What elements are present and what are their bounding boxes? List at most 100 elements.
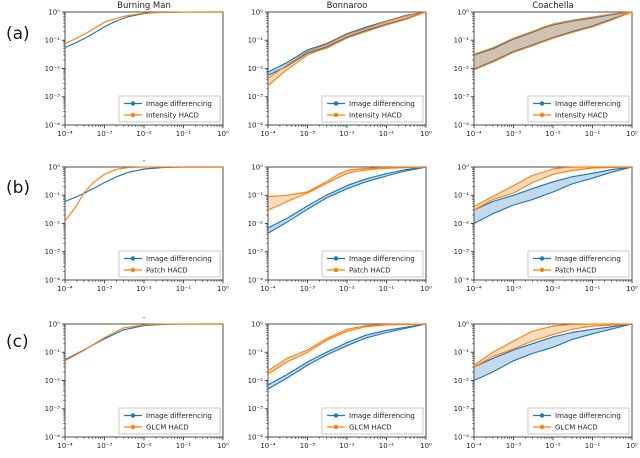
svg-text:10⁻²: 10⁻² xyxy=(248,65,264,73)
subplot-a-coachella: 10⁻⁴ 10⁻⁴ 10⁻³ 10⁻³ 10⁻² 10⁻² 10⁻¹ 10⁻¹ 10⁰ 10⁰ Co… xyxy=(436,0,640,152)
svg-text:10⁰: 10⁰ xyxy=(217,130,229,138)
svg-text:10⁰: 10⁰ xyxy=(626,442,638,450)
row-label-c: (c) xyxy=(6,332,29,352)
curve-glcm-hacd xyxy=(473,323,633,368)
subplot-title: - xyxy=(143,314,146,322)
legend: Image differencing Patch HACD xyxy=(118,250,221,278)
svg-text:10⁻³: 10⁻³ xyxy=(45,248,61,256)
axis-ticks xyxy=(264,166,427,284)
svg-text:10⁻¹: 10⁻¹ xyxy=(45,37,61,45)
legend-marker-glcm-hacd xyxy=(130,424,136,430)
svg-text:10⁰: 10⁰ xyxy=(626,130,638,138)
svg-text:10⁻³: 10⁻³ xyxy=(300,130,316,138)
legend-label: Image differencing xyxy=(349,255,415,263)
svg-text:10⁰: 10⁰ xyxy=(457,163,469,171)
svg-text:10⁻³: 10⁻³ xyxy=(454,93,470,101)
svg-text:10⁻²: 10⁻² xyxy=(45,220,61,228)
svg-text:10⁰: 10⁰ xyxy=(251,163,263,171)
legend-marker-patch-hacd xyxy=(539,267,545,273)
legend-marker-glcm-hacd xyxy=(539,424,545,430)
svg-text:10⁻¹: 10⁻¹ xyxy=(176,130,192,138)
curve-image-differencing xyxy=(473,166,633,225)
legend-marker-image-differencing xyxy=(539,256,545,261)
svg-text:10⁰: 10⁰ xyxy=(457,8,469,16)
subplot-a-bonnaroo: 10⁻⁴ 10⁻⁴ 10⁻³ 10⁻³ 10⁻² 10⁻² 10⁻¹ 10⁻¹ 10⁰ 10⁰ Bo… xyxy=(230,0,436,152)
legend-marker-image-differencing xyxy=(333,413,339,418)
legend-marker-image-differencing xyxy=(539,413,545,418)
svg-text:10⁻³: 10⁻³ xyxy=(506,285,522,293)
svg-text:10⁰: 10⁰ xyxy=(420,130,432,138)
svg-text:10⁻²: 10⁻² xyxy=(45,377,61,385)
subplot-b-burning-man: 10⁻⁴ 10⁻⁴ 10⁻³ 10⁻³ 10⁻² 10⁻² 10⁻¹ 10⁻¹ 10⁰ 10⁰ - I… xyxy=(27,155,233,307)
svg-text:10⁻⁴: 10⁻⁴ xyxy=(260,442,276,450)
subplot-c-bonnaroo: 10⁻⁴ 10⁻⁴ 10⁻³ 10⁻³ 10⁻² 10⁻² 10⁻¹ 10⁻¹ 10⁰ 10⁰ Im… xyxy=(230,312,436,458)
svg-text:10⁻⁴: 10⁻⁴ xyxy=(260,130,276,138)
curve-intensity-hacd xyxy=(64,11,224,45)
legend-label: Image differencing xyxy=(146,100,212,108)
subplot-b-bonnaroo: 10⁻⁴ 10⁻⁴ 10⁻³ 10⁻³ 10⁻² 10⁻² 10⁻¹ 10⁻¹ 10⁰ 10⁰ Im… xyxy=(230,155,436,307)
curve-intensity-hacd xyxy=(473,11,633,71)
svg-text:10⁰: 10⁰ xyxy=(48,8,60,16)
subplot-canvas-c-burning-man: 10⁻⁴10⁻⁴ 10⁻³ 10⁻³ 10⁻² 10⁻² 10⁻¹ 10⁻¹ 10⁰ 10⁰ - I… xyxy=(45,314,229,450)
svg-text:10⁰: 10⁰ xyxy=(251,8,263,16)
legend-marker-intensity-hacd xyxy=(333,112,339,118)
legend: Image differencing Patch HACD xyxy=(321,250,424,278)
legend-label: GLCM HACD xyxy=(555,423,598,431)
svg-text:10⁻¹: 10⁻¹ xyxy=(454,192,470,200)
subplot-canvas-a-burning-man: 10⁻⁴10⁻⁴ 10⁻³ 10⁻³ 10⁻² 10⁻² 10⁻¹ 10⁻¹ 10⁰ 10⁰ Bu… xyxy=(45,1,229,138)
curve-image-differencing xyxy=(267,323,427,390)
tick-labels: 10⁻⁴10⁻⁴ 10⁻³ 10⁻³ 10⁻² 10⁻² 10⁻¹ 10⁻¹ 10⁰ 10⁰ xyxy=(45,8,229,138)
tick-labels: 10⁻⁴10⁻⁴ 10⁻³ 10⁻³ 10⁻² 10⁻² 10⁻¹ 10⁻¹ 10⁰ 10⁰ xyxy=(454,8,638,138)
svg-text:10⁻⁴: 10⁻⁴ xyxy=(248,276,264,284)
legend-marker-image-differencing xyxy=(130,256,136,261)
svg-text:10⁰: 10⁰ xyxy=(251,320,263,328)
row-label-a: (a) xyxy=(6,24,30,44)
svg-text:10⁻¹: 10⁻¹ xyxy=(45,192,61,200)
svg-text:10⁻¹: 10⁻¹ xyxy=(379,285,395,293)
legend: Image differencing Intensity HACD xyxy=(118,95,221,123)
svg-text:10⁻²: 10⁻² xyxy=(136,442,152,450)
axis-ticks xyxy=(470,11,633,129)
legend-label: GLCM HACD xyxy=(146,423,189,431)
legend-marker-image-differencing xyxy=(130,101,136,106)
legend: Image differencing Intensity HACD xyxy=(321,95,424,123)
svg-text:10⁻⁴: 10⁻⁴ xyxy=(57,130,73,138)
band-intensity-hacd xyxy=(268,12,426,86)
svg-text:10⁻²: 10⁻² xyxy=(545,442,561,450)
subplot-canvas-c-bonnaroo: 10⁻⁴10⁻⁴ 10⁻³ 10⁻³ 10⁻² 10⁻² 10⁻¹ 10⁻¹ 10⁰ 10⁰ Im… xyxy=(248,320,432,450)
svg-text:10⁻¹: 10⁻¹ xyxy=(176,285,192,293)
axis-ticks xyxy=(470,166,633,284)
svg-text:10⁻⁴: 10⁻⁴ xyxy=(454,276,470,284)
svg-text:10⁻²: 10⁻² xyxy=(339,285,355,293)
tick-labels: 10⁻⁴10⁻⁴ 10⁻³ 10⁻³ 10⁻² 10⁻² 10⁻¹ 10⁻¹ 10⁰ 10⁰ xyxy=(45,320,229,450)
subplot-b-coachella: 10⁻⁴ 10⁻⁴ 10⁻³ 10⁻³ 10⁻² 10⁻² 10⁻¹ 10⁻¹ 10⁰ 10⁰ Im… xyxy=(436,155,640,307)
svg-text:10⁻¹: 10⁻¹ xyxy=(379,442,395,450)
svg-text:10⁻³: 10⁻³ xyxy=(97,442,113,450)
legend-marker-image-differencing xyxy=(333,256,339,261)
subplot-title: Coachella xyxy=(532,1,574,11)
curve-image-differencing xyxy=(473,323,633,382)
svg-text:10⁻³: 10⁻³ xyxy=(97,285,113,293)
legend: Image differencing Patch HACD xyxy=(527,250,630,278)
legend-label: Intensity HACD xyxy=(555,111,608,119)
svg-text:10⁻⁴: 10⁻⁴ xyxy=(45,433,61,441)
axis-ticks xyxy=(264,323,427,441)
svg-text:10⁻⁴: 10⁻⁴ xyxy=(260,285,276,293)
legend-marker-intensity-hacd xyxy=(539,112,545,118)
legend-label: Image differencing xyxy=(146,412,212,420)
legend-marker-patch-hacd xyxy=(333,267,339,273)
svg-text:10⁻⁴: 10⁻⁴ xyxy=(248,433,264,441)
svg-text:10⁻³: 10⁻³ xyxy=(506,442,522,450)
svg-text:10⁻¹: 10⁻¹ xyxy=(248,37,264,45)
legend-label: Patch HACD xyxy=(349,266,391,274)
subplot-canvas-b-coachella: 10⁻⁴10⁻⁴ 10⁻³ 10⁻³ 10⁻² 10⁻² 10⁻¹ 10⁻¹ 10⁰ 10⁰ Im… xyxy=(454,163,638,293)
legend-marker-image-differencing xyxy=(130,413,136,418)
svg-text:10⁻²: 10⁻² xyxy=(545,285,561,293)
svg-text:10⁻²: 10⁻² xyxy=(339,130,355,138)
svg-text:10⁻⁴: 10⁻⁴ xyxy=(466,442,482,450)
svg-text:10⁻¹: 10⁻¹ xyxy=(454,349,470,357)
legend-label: Image differencing xyxy=(555,255,621,263)
legend: Image differencing GLCM HACD xyxy=(527,407,630,435)
svg-text:10⁻¹: 10⁻¹ xyxy=(45,349,61,357)
curve-glcm-hacd xyxy=(267,323,427,375)
